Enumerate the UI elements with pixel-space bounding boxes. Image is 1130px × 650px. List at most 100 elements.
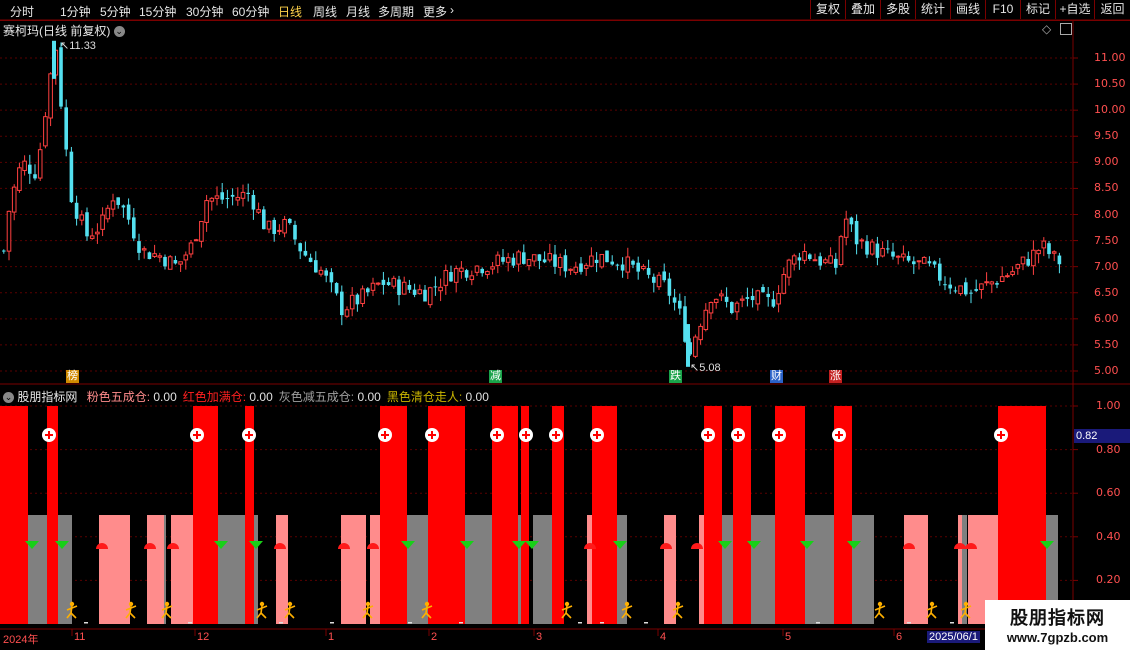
candle-body [334, 283, 339, 294]
indicator-name: 股朋指标网 [17, 390, 78, 404]
plus-v [384, 431, 386, 439]
candle-body [573, 266, 579, 273]
legend-item: 粉色五成仓: 0.00 [87, 390, 177, 404]
candle-body [288, 218, 292, 223]
candle-body [698, 325, 703, 341]
diamond-icon[interactable]: ◇ [1042, 22, 1052, 36]
plus-v [778, 431, 780, 439]
candle-body [713, 298, 719, 303]
red-bar [380, 406, 407, 624]
runner-icon [624, 601, 630, 607]
candle-body [703, 309, 709, 331]
top-toolbar: 分时 1分钟 5分钟 15分钟 30分钟 60分钟 日线 周线 月线 多周期 更… [0, 0, 1130, 21]
candle-body [89, 235, 95, 239]
candle-body [812, 259, 818, 262]
candle-body [912, 261, 916, 265]
candle-body [443, 270, 449, 286]
down-triangle-icon [214, 541, 228, 549]
tab-daily[interactable]: 日线 [278, 5, 303, 19]
x-axis-label: 4 [660, 631, 667, 643]
candle-body [531, 254, 537, 262]
candle-body [2, 250, 6, 252]
candle-body [610, 261, 614, 265]
candle-body [246, 192, 250, 194]
red-bar [834, 406, 852, 624]
candle-body [599, 253, 605, 268]
tab-monthly[interactable]: 月线 [346, 5, 371, 19]
event-marker[interactable]: 减 [489, 370, 502, 383]
down-triangle-icon [1040, 541, 1054, 549]
candle-body [667, 278, 672, 296]
y-tick-label: 11.00 [1094, 51, 1126, 64]
candle-body [875, 243, 880, 258]
candle-body [69, 151, 74, 203]
tab-more[interactable]: 更多 [423, 5, 448, 19]
red-bar [245, 406, 254, 624]
panel-toggle-icon[interactable] [1060, 23, 1072, 35]
tab-30min[interactable]: 30分钟 [186, 5, 224, 19]
multi-stock-button[interactable]: 多股 [880, 0, 915, 19]
runner-body [66, 605, 78, 619]
fuquan-button[interactable]: 复权 [810, 0, 845, 19]
runner-body [960, 605, 972, 619]
tab-weekly[interactable]: 周线 [313, 5, 338, 19]
stock-title: 赛柯玛(日线 前复权) [3, 24, 111, 38]
candle-body [708, 302, 714, 314]
tab-15min[interactable]: 15分钟 [139, 5, 177, 19]
legend-label: 粉色五成仓: [86, 390, 151, 404]
indicator-y-tick-label: 0.20 [1096, 573, 1121, 587]
gray-bar [958, 515, 967, 624]
chevron-right-icon[interactable]: › [450, 3, 454, 17]
stats-button[interactable]: 统计 [915, 0, 950, 19]
candle-body [318, 269, 324, 275]
candle-body [537, 254, 542, 261]
draw-line-button[interactable]: 画线 [950, 0, 985, 19]
candle-body [636, 262, 640, 272]
legend-label: 黑色清仓走人: [386, 390, 463, 404]
candle-body [157, 255, 163, 258]
plus-v [707, 431, 709, 439]
candle-body [240, 191, 246, 199]
dropdown-icon[interactable]: ⌄ [113, 26, 125, 38]
pink-bar [699, 515, 704, 624]
tab-5min[interactable]: 5分钟 [100, 5, 131, 19]
red-bar [47, 406, 58, 624]
candle-body [979, 283, 984, 290]
tab-1min[interactable]: 1分钟 [60, 5, 91, 19]
candle-body [132, 217, 136, 239]
candle-body [220, 192, 224, 200]
tab-fenshi[interactable]: 分时 [10, 5, 35, 19]
event-marker[interactable]: 跌 [669, 370, 682, 383]
candle-body [214, 195, 220, 199]
candle-body [163, 256, 167, 267]
event-marker[interactable]: 财 [770, 370, 783, 383]
down-triangle-icon [55, 541, 69, 549]
runner-body [125, 605, 137, 619]
candle-body [886, 248, 890, 250]
baseline-dash [578, 622, 582, 624]
add-watchlist-button[interactable]: +自选 [1055, 0, 1094, 19]
event-marker[interactable]: 涨 [829, 370, 842, 383]
indicator-toggle-icon[interactable]: ⌄ [3, 392, 14, 404]
candle-body [880, 247, 885, 257]
candle-body [719, 293, 724, 297]
candle-body [43, 116, 48, 147]
candle-body [818, 256, 822, 266]
current-value-badge: 0.82 [1074, 429, 1130, 443]
f10-button[interactable]: F10 [985, 0, 1020, 19]
candle-body [433, 286, 438, 288]
candle-body [272, 219, 276, 234]
tab-60min[interactable]: 60分钟 [232, 5, 270, 19]
mark-button[interactable]: 标记 [1020, 0, 1055, 19]
candle-body [823, 259, 828, 264]
indicator-y-tick-label: 0.40 [1096, 529, 1121, 543]
candle-body [6, 210, 12, 252]
runner-body [421, 605, 433, 619]
runner-body [561, 605, 573, 619]
back-button[interactable]: 返回 [1094, 0, 1130, 19]
overlay-button[interactable]: 叠加 [845, 0, 880, 19]
event-marker[interactable]: 榜 [66, 370, 79, 383]
tab-multi-period[interactable]: 多周期 [378, 5, 415, 19]
candle-body [412, 289, 417, 295]
